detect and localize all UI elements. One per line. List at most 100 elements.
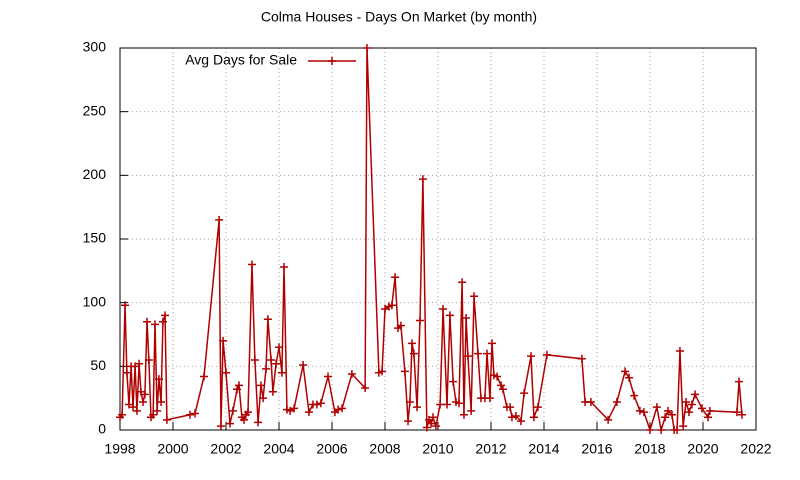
point-marker: [687, 400, 696, 409]
point-marker: [529, 413, 538, 422]
point-marker: [474, 349, 483, 358]
point-marker: [215, 215, 224, 224]
point-marker: [516, 417, 525, 426]
point-marker: [705, 406, 714, 415]
y-tick-label: 250: [83, 102, 107, 118]
point-marker: [225, 419, 234, 428]
point-marker: [533, 403, 542, 412]
point-marker: [144, 355, 153, 364]
point-marker: [324, 372, 333, 381]
point-marker: [190, 409, 199, 418]
x-tick-label: 2018: [634, 441, 665, 457]
point-marker: [280, 263, 289, 272]
point-marker: [338, 404, 347, 413]
point-marker: [652, 403, 661, 412]
point-marker: [259, 394, 268, 403]
point-marker: [635, 406, 644, 415]
point-marker: [135, 359, 144, 368]
point-marker: [661, 413, 670, 422]
point-marker: [256, 381, 265, 390]
point-marker: [511, 411, 520, 420]
point-marker: [216, 422, 225, 431]
point-marker: [299, 361, 308, 370]
point-marker: [664, 406, 673, 415]
point-marker: [458, 278, 467, 287]
point-marker: [463, 352, 472, 361]
point-marker: [396, 321, 405, 330]
point-marker: [488, 339, 497, 348]
point-marker: [250, 355, 259, 364]
point-marker: [415, 316, 424, 325]
point-marker: [219, 336, 228, 345]
point-marker: [612, 397, 621, 406]
point-marker: [405, 397, 414, 406]
point-marker: [200, 372, 209, 381]
x-tick-label: 2020: [687, 441, 718, 457]
point-marker: [150, 320, 159, 329]
point-marker: [304, 408, 313, 417]
point-marker: [470, 292, 479, 301]
point-marker: [268, 387, 277, 396]
point-marker: [679, 422, 688, 431]
point-marker: [140, 390, 149, 399]
point-marker: [506, 403, 515, 412]
point-marker: [684, 408, 693, 417]
y-tick-label: 200: [83, 166, 107, 182]
point-marker: [630, 391, 639, 400]
point-marker: [673, 426, 682, 434]
point-marker: [413, 403, 422, 412]
point-marker: [387, 301, 396, 310]
point-marker: [646, 426, 654, 434]
point-marker: [507, 413, 516, 422]
point-marker: [577, 354, 586, 363]
point-marker: [362, 44, 371, 52]
point-marker: [162, 415, 171, 424]
point-marker: [639, 408, 648, 417]
point-marker: [422, 423, 431, 432]
point-marker: [243, 408, 252, 417]
point-marker: [347, 369, 356, 378]
point-marker: [233, 385, 242, 394]
point-marker: [454, 399, 463, 408]
y-tick-label: 50: [90, 357, 106, 373]
x-tick-label: 2006: [316, 441, 347, 457]
point-marker: [691, 390, 700, 399]
point-marker: [427, 419, 436, 428]
point-marker: [732, 408, 741, 417]
point-marker: [625, 373, 634, 382]
point-marker: [675, 347, 684, 356]
point-marker: [428, 413, 437, 422]
point-marker: [128, 403, 137, 412]
x-tick-label: 2004: [263, 441, 294, 457]
point-marker: [493, 372, 502, 381]
point-marker: [737, 410, 746, 419]
point-marker: [497, 381, 506, 390]
point-marker: [621, 367, 630, 376]
point-marker: [272, 359, 281, 368]
x-tick-label: 2016: [581, 441, 612, 457]
point-marker: [604, 415, 613, 424]
point-marker: [408, 339, 417, 348]
x-tick-label: 2022: [740, 441, 771, 457]
x-tick-label: 2002: [210, 441, 241, 457]
point-marker: [443, 400, 452, 409]
point-marker: [467, 406, 476, 415]
y-tick-label: 150: [83, 230, 107, 246]
x-tick-label: 1998: [104, 441, 135, 457]
x-tick-label: 2000: [157, 441, 188, 457]
point-marker: [431, 422, 440, 431]
point-marker: [418, 175, 427, 184]
point-marker: [445, 311, 454, 320]
point-marker: [586, 397, 595, 406]
point-marker: [247, 260, 256, 269]
point-marker: [263, 315, 272, 324]
point-marker: [378, 367, 387, 376]
point-marker: [704, 413, 713, 422]
point-marker: [462, 313, 471, 322]
point-marker: [409, 349, 418, 358]
legend-label: Avg Days for Sale: [185, 52, 297, 68]
point-marker: [697, 404, 706, 413]
point-marker: [483, 349, 492, 358]
point-marker: [185, 410, 194, 419]
